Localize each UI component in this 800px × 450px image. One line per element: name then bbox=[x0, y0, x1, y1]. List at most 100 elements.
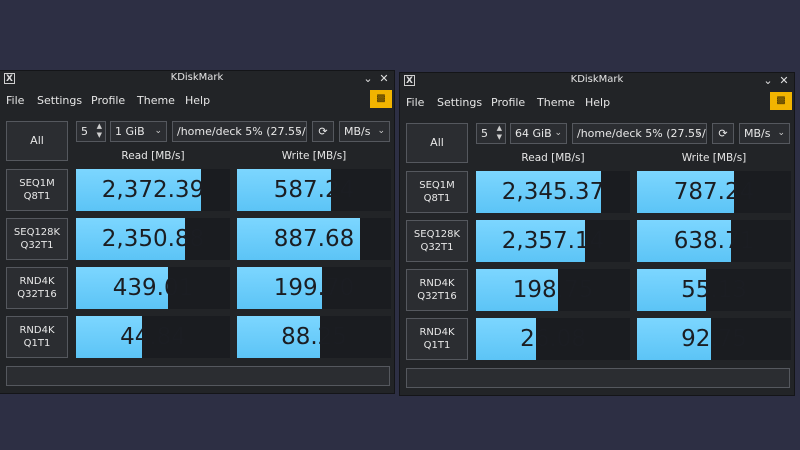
read-column-header: Read [MB/s] bbox=[121, 150, 185, 162]
menu-settings[interactable]: Settings bbox=[437, 96, 483, 109]
write-result-cell: 587.24 bbox=[237, 169, 391, 211]
read-result-value: 2,357.14 bbox=[501, 228, 605, 254]
menu-file[interactable]: File bbox=[6, 94, 25, 107]
path-select[interactable]: /home/deck 5% (27.55/4 ⌄ bbox=[572, 123, 707, 144]
app-icon: X bbox=[4, 73, 15, 84]
menu-help[interactable]: Help bbox=[585, 96, 611, 109]
write-result-value: 199.70 bbox=[273, 275, 355, 301]
spin-arrows-icon[interactable]: ▲ ▼ bbox=[496, 124, 502, 141]
all-button[interactable]: All bbox=[406, 123, 468, 163]
menu-settings[interactable]: Settings bbox=[37, 94, 83, 107]
read-result-fill bbox=[76, 316, 143, 358]
test-row-button[interactable]: SEQ1M Q8T1 bbox=[406, 171, 468, 213]
test-label-secondary: Q1T1 bbox=[423, 340, 451, 351]
write-result-value: 587.24 bbox=[273, 177, 355, 203]
unit-select[interactable]: MB/s ⌄ bbox=[339, 121, 390, 142]
read-result-value: 439.01 bbox=[112, 275, 194, 301]
read-result-value: 2,350.88 bbox=[101, 226, 205, 252]
chevron-down-icon: ⌄ bbox=[377, 126, 385, 136]
test-row-button[interactable]: RND4K Q32T16 bbox=[6, 267, 68, 309]
read-result-value: 26.08 bbox=[520, 326, 586, 352]
status-bar bbox=[406, 368, 790, 388]
path-value: /home/deck 5% (27.55/4 bbox=[577, 127, 707, 140]
status-bar bbox=[6, 366, 390, 386]
test-row-button[interactable]: SEQ128K Q32T1 bbox=[6, 218, 68, 260]
menu-theme[interactable]: Theme bbox=[137, 94, 175, 107]
menu-help[interactable]: Help bbox=[185, 94, 211, 107]
kdiskmark-window-left: X KDiskMark ⌄ ✕ File Settings Profile Th… bbox=[0, 71, 394, 393]
test-label-primary: SEQ128K bbox=[13, 227, 61, 238]
menu-file[interactable]: File bbox=[406, 96, 425, 109]
runs-spinbox[interactable]: 5 ▲ ▼ bbox=[476, 123, 506, 144]
write-result-value: 55.13 bbox=[681, 277, 747, 303]
menu-theme[interactable]: Theme bbox=[537, 96, 575, 109]
test-row-button[interactable]: SEQ1M Q8T1 bbox=[6, 169, 68, 211]
test-row-button[interactable]: SEQ128K Q32T1 bbox=[406, 220, 468, 262]
chevron-down-icon: ⌄ bbox=[777, 128, 785, 138]
menu-profile[interactable]: Profile bbox=[91, 94, 126, 107]
read-result-cell: 2,345.37 bbox=[476, 171, 630, 213]
test-label-primary: SEQ1M bbox=[419, 180, 455, 191]
write-result-cell: 92.75 bbox=[637, 318, 791, 360]
size-value: 1 GiB bbox=[115, 125, 145, 138]
window-title: KDiskMark bbox=[570, 74, 624, 85]
test-row-button[interactable]: RND4K Q1T1 bbox=[406, 318, 468, 360]
test-row-button[interactable]: RND4K Q1T1 bbox=[6, 316, 68, 358]
test-label-secondary: Q32T1 bbox=[420, 242, 454, 253]
size-value: 64 GiB bbox=[515, 127, 552, 140]
read-result-fill bbox=[76, 267, 169, 309]
chevron-down-icon: ⌄ bbox=[694, 128, 702, 138]
write-result-fill bbox=[637, 318, 711, 360]
write-column-header: Write [MB/s] bbox=[681, 152, 747, 164]
test-label-secondary: Q32T1 bbox=[20, 240, 54, 251]
path-select[interactable]: /home/deck 5% (27.55/4 ⌄ bbox=[172, 121, 307, 142]
read-result-cell: 26.08 bbox=[476, 318, 630, 360]
refresh-icon[interactable]: ⟳ bbox=[312, 121, 334, 142]
write-result-value: 887.68 bbox=[273, 226, 355, 252]
write-column-header: Write [MB/s] bbox=[281, 150, 347, 162]
spin-arrows-icon[interactable]: ▲ ▼ bbox=[96, 122, 102, 139]
title-bar: X KDiskMark ⌄ ✕ bbox=[400, 73, 794, 89]
read-result-fill bbox=[476, 318, 537, 360]
runs-value: 5 bbox=[481, 127, 488, 140]
refresh-icon[interactable]: ⟳ bbox=[712, 123, 734, 144]
size-select[interactable]: 1 GiB ⌄ bbox=[110, 121, 167, 142]
test-label-primary: RND4K bbox=[419, 327, 455, 338]
chevron-down-icon: ⌄ bbox=[554, 128, 562, 138]
test-row-button[interactable]: RND4K Q32T16 bbox=[406, 269, 468, 311]
read-result-cell: 439.01 bbox=[76, 267, 230, 309]
read-result-cell: 198.75 bbox=[476, 269, 630, 311]
write-result-cell: 887.68 bbox=[237, 218, 391, 260]
read-result-cell: 2,372.39 bbox=[76, 169, 230, 211]
read-result-fill bbox=[476, 269, 558, 311]
test-label-primary: RND4K bbox=[19, 276, 55, 287]
kdiskmark-window-right: X KDiskMark ⌄ ✕ File Settings Profile Th… bbox=[400, 73, 794, 395]
write-result-value: 787.24 bbox=[673, 179, 755, 205]
write-result-cell: 787.24 bbox=[637, 171, 791, 213]
all-button[interactable]: All bbox=[6, 121, 68, 161]
write-result-fill bbox=[237, 316, 321, 358]
write-result-cell: 55.13 bbox=[637, 269, 791, 311]
read-result-value: 2,345.37 bbox=[501, 179, 605, 205]
close-icon[interactable]: ✕ bbox=[379, 72, 389, 85]
notification-icon[interactable]: ▩ bbox=[770, 92, 792, 110]
read-result-fill bbox=[76, 218, 186, 260]
chevron-down-icon: ⌄ bbox=[154, 126, 162, 136]
menu-profile[interactable]: Profile bbox=[491, 96, 526, 109]
write-result-cell: 638.71 bbox=[637, 220, 791, 262]
minimize-chevron-icon[interactable]: ⌄ bbox=[763, 74, 773, 87]
runs-spinbox[interactable]: 5 ▲ ▼ bbox=[76, 121, 106, 142]
notification-icon[interactable]: ▩ bbox=[370, 90, 392, 108]
test-label-primary: SEQ128K bbox=[413, 229, 461, 240]
unit-select[interactable]: MB/s ⌄ bbox=[739, 123, 790, 144]
test-label-secondary: Q32T16 bbox=[17, 289, 57, 300]
close-icon[interactable]: ✕ bbox=[779, 74, 789, 87]
path-value: /home/deck 5% (27.55/4 bbox=[177, 125, 307, 138]
menu-bar: File Settings Profile Theme Help bbox=[400, 93, 794, 113]
write-result-value: 88.25 bbox=[281, 324, 347, 350]
read-result-cell: 44.84 bbox=[76, 316, 230, 358]
size-select[interactable]: 64 GiB ⌄ bbox=[510, 123, 567, 144]
read-result-value: 2,372.39 bbox=[101, 177, 205, 203]
minimize-chevron-icon[interactable]: ⌄ bbox=[363, 72, 373, 85]
write-result-fill bbox=[637, 171, 735, 213]
